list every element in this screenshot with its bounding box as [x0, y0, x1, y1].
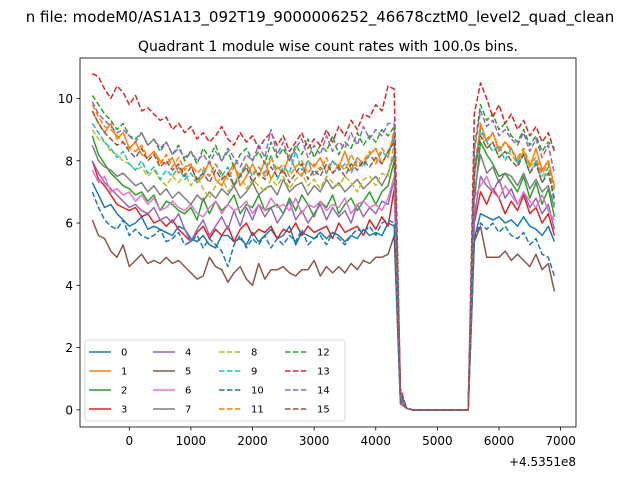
legend-label-1: 1: [121, 367, 127, 378]
legend-label-0: 0: [121, 348, 127, 359]
y-tick-label: 6: [65, 217, 73, 231]
legend-label-9: 9: [251, 367, 257, 378]
legend-label-5: 5: [185, 367, 191, 378]
y-tick-label: 8: [65, 154, 73, 168]
series-line-5: [91, 219, 556, 411]
series-line-11: [91, 104, 556, 411]
chart-suptitle: n file: modeM0/AS1A13_092T19_9000006252_…: [26, 8, 615, 27]
y-axis: 0 2 4 6 8 10: [58, 92, 80, 417]
series-line-3: [91, 160, 556, 411]
x-tick-label: 2000: [237, 434, 268, 448]
x-tick-label: 0: [125, 434, 133, 448]
legend-label-2: 2: [121, 386, 127, 397]
plot-frame: [79, 57, 577, 428]
series-line-9: [91, 122, 556, 411]
x-tick-label: 6000: [484, 434, 515, 448]
x-tick-label: 1000: [176, 434, 207, 448]
x-axis: 0 1000 2000 3000 4000 5000 6000 7000: [125, 427, 576, 448]
x-tick-label: 3000: [299, 434, 330, 448]
legend-label-13: 13: [317, 367, 330, 378]
legend-label-12: 12: [317, 348, 330, 359]
x-offset-label: +4.5351e8: [509, 455, 576, 469]
chart-title: Quadrant 1 module wise count rates with …: [138, 39, 518, 55]
legend-label-7: 7: [185, 405, 191, 416]
legend-label-15: 15: [317, 405, 330, 416]
legend-box: [84, 339, 346, 422]
series-line-10: [91, 191, 556, 411]
series-line-15: [91, 110, 556, 411]
legend-label-8: 8: [251, 348, 257, 359]
series-line-13: [91, 72, 556, 411]
y-tick-label: 10: [58, 92, 73, 106]
legend-label-11: 11: [251, 405, 264, 416]
series-lines: [91, 72, 556, 411]
series-line-4: [91, 160, 556, 411]
x-tick-label: 7000: [545, 434, 576, 448]
legend-label-3: 3: [121, 405, 127, 416]
legend-label-14: 14: [317, 386, 330, 397]
y-tick-label: 2: [65, 341, 73, 355]
series-line-7: [91, 144, 556, 411]
legend-label-10: 10: [251, 386, 264, 397]
series-line-0: [91, 182, 556, 411]
x-tick-label: 5000: [422, 434, 453, 448]
legend-label-4: 4: [185, 348, 191, 359]
legend-label-6: 6: [185, 386, 191, 397]
series-line-14: [91, 101, 556, 411]
x-tick-label: 4000: [360, 434, 391, 448]
y-tick-label: 0: [65, 403, 73, 417]
series-line-6: [91, 169, 556, 411]
y-tick-label: 4: [65, 279, 73, 293]
